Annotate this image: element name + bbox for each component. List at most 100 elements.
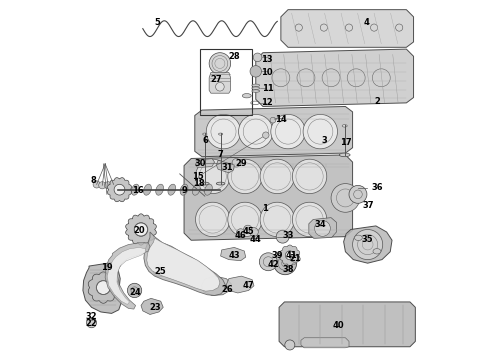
Polygon shape: [88, 272, 119, 303]
Text: 13: 13: [261, 55, 272, 64]
Polygon shape: [220, 247, 245, 261]
Text: 20: 20: [133, 226, 145, 235]
Text: 15: 15: [193, 172, 204, 181]
Text: 41: 41: [286, 251, 297, 260]
Polygon shape: [184, 155, 353, 240]
Polygon shape: [209, 72, 231, 93]
Text: 2: 2: [375, 96, 381, 105]
Text: 39: 39: [271, 251, 283, 260]
Text: 33: 33: [282, 231, 294, 240]
Text: 14: 14: [275, 114, 287, 123]
Ellipse shape: [290, 256, 300, 262]
Ellipse shape: [270, 117, 276, 123]
Ellipse shape: [339, 153, 350, 157]
Text: 47: 47: [243, 281, 254, 290]
Text: 5: 5: [154, 18, 160, 27]
Ellipse shape: [156, 184, 164, 195]
Ellipse shape: [216, 82, 224, 91]
Ellipse shape: [331, 184, 360, 212]
Ellipse shape: [219, 133, 223, 135]
Ellipse shape: [204, 184, 212, 195]
Ellipse shape: [131, 184, 139, 195]
Text: 32: 32: [86, 312, 98, 321]
Text: 7: 7: [217, 150, 223, 159]
Ellipse shape: [216, 182, 225, 185]
Ellipse shape: [252, 87, 260, 89]
Ellipse shape: [97, 281, 110, 294]
Ellipse shape: [206, 114, 241, 149]
Text: 6: 6: [203, 136, 208, 145]
Text: 8: 8: [91, 176, 97, 185]
Ellipse shape: [260, 202, 294, 237]
Text: 21: 21: [289, 255, 301, 264]
Ellipse shape: [168, 184, 176, 195]
Ellipse shape: [293, 159, 327, 194]
Ellipse shape: [200, 182, 209, 185]
Ellipse shape: [239, 114, 273, 149]
Ellipse shape: [119, 184, 127, 195]
Polygon shape: [125, 214, 156, 245]
Text: 12: 12: [261, 98, 272, 107]
Ellipse shape: [260, 159, 294, 194]
Ellipse shape: [250, 66, 262, 77]
Text: 28: 28: [228, 52, 240, 61]
Text: 10: 10: [261, 68, 272, 77]
Ellipse shape: [250, 228, 258, 236]
Text: 44: 44: [250, 235, 262, 244]
Ellipse shape: [244, 225, 252, 234]
Text: 36: 36: [372, 183, 384, 192]
Text: 27: 27: [211, 75, 222, 84]
Polygon shape: [141, 298, 163, 315]
Text: 22: 22: [86, 319, 98, 328]
Text: 23: 23: [149, 303, 161, 312]
Text: 37: 37: [363, 201, 374, 210]
Polygon shape: [280, 245, 300, 266]
Text: 17: 17: [340, 138, 351, 147]
Text: 43: 43: [228, 251, 240, 260]
Text: 16: 16: [131, 186, 143, 195]
Ellipse shape: [110, 181, 117, 188]
Ellipse shape: [263, 132, 269, 138]
Ellipse shape: [243, 94, 251, 98]
Ellipse shape: [180, 184, 188, 195]
Text: 31: 31: [221, 163, 233, 172]
Ellipse shape: [134, 223, 148, 236]
Polygon shape: [279, 302, 416, 347]
Ellipse shape: [228, 202, 262, 237]
Ellipse shape: [196, 159, 230, 194]
Ellipse shape: [342, 125, 347, 127]
Ellipse shape: [252, 90, 260, 92]
Ellipse shape: [93, 181, 100, 188]
Text: 34: 34: [315, 220, 326, 229]
Ellipse shape: [114, 184, 125, 195]
Text: 24: 24: [130, 288, 142, 297]
Ellipse shape: [232, 158, 241, 167]
Text: 35: 35: [361, 235, 373, 244]
Text: 38: 38: [282, 265, 294, 274]
Polygon shape: [195, 107, 353, 157]
Ellipse shape: [274, 252, 296, 275]
Ellipse shape: [271, 114, 305, 149]
Ellipse shape: [196, 202, 230, 237]
Text: 4: 4: [364, 18, 370, 27]
Ellipse shape: [293, 202, 327, 237]
Ellipse shape: [209, 53, 231, 74]
Ellipse shape: [285, 251, 294, 260]
Text: 9: 9: [181, 186, 187, 195]
Ellipse shape: [87, 318, 97, 328]
Polygon shape: [201, 276, 231, 296]
Polygon shape: [216, 160, 234, 173]
Ellipse shape: [349, 185, 367, 203]
Ellipse shape: [236, 229, 245, 237]
Text: 40: 40: [332, 321, 344, 330]
Polygon shape: [256, 49, 414, 107]
Text: 11: 11: [263, 84, 274, 93]
Ellipse shape: [203, 133, 207, 135]
Ellipse shape: [228, 159, 262, 194]
Ellipse shape: [104, 182, 112, 189]
Polygon shape: [281, 10, 414, 47]
Text: 18: 18: [193, 179, 204, 188]
Polygon shape: [147, 238, 220, 291]
Polygon shape: [107, 177, 131, 202]
Polygon shape: [226, 276, 254, 293]
